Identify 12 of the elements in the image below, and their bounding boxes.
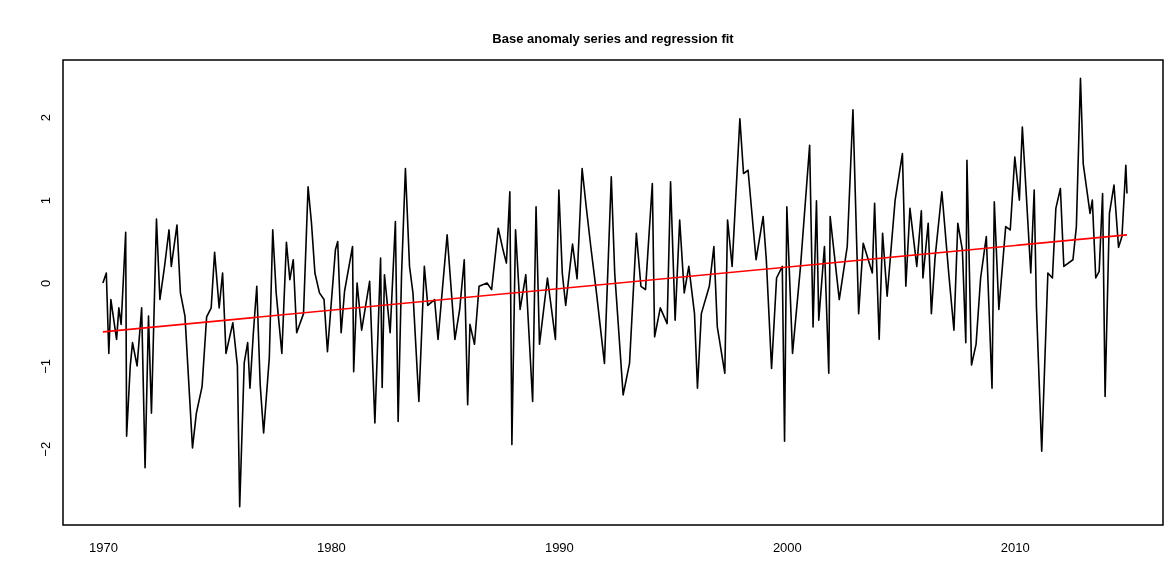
y-tick-label: 0: [37, 279, 53, 288]
chart-title: Base anomaly series and regression fit: [492, 31, 735, 46]
line-series: [102, 77, 1128, 508]
x-tick-label: 1990: [544, 539, 574, 555]
x-tick-label: 2010: [1000, 539, 1030, 555]
x-tick-label: 2000: [772, 539, 802, 555]
y-tick-label: 2: [37, 114, 53, 122]
x-tick-label: 1980: [316, 539, 346, 555]
y-tick-label: 1: [37, 196, 53, 205]
y-tick-label: −2: [37, 441, 53, 457]
x-tick-label: 1970: [88, 539, 118, 555]
y-tick-label: −1: [37, 358, 53, 374]
